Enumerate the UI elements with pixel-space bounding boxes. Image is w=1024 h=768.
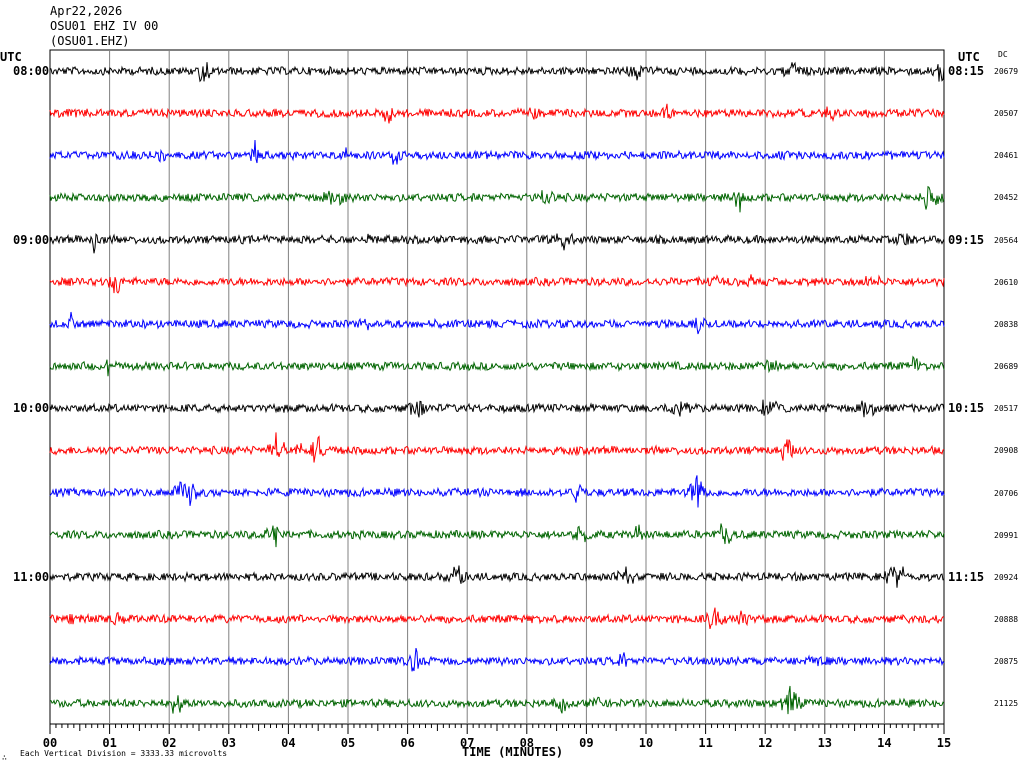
trace-14 [49,607,945,630]
footer-mark: ∴ [2,753,7,762]
trace-16 [49,685,945,715]
trace-11 [49,475,945,508]
left-utc-title: UTC [0,50,22,64]
dc-value: 20991 [994,530,1019,540]
x-tick-label: 00 [43,736,57,750]
x-axis-title: TIME (MINUTES) [462,745,564,759]
vertical-division-note: Each Vertical Division = 3333.33 microvo… [20,749,228,758]
x-tick-label: 09 [579,736,593,750]
left-time-label: 10:00 [13,401,50,416]
left-time-label: 11:00 [13,569,50,584]
dc-value: 20888 [994,614,1019,624]
plot-date: Apr22,2026 [50,4,123,18]
left-time-label: 09:00 [13,232,50,247]
trace-13 [49,565,945,588]
x-tick-label: 08 [520,736,534,750]
dc-value: 20908 [994,446,1019,456]
trace-15 [49,647,945,672]
x-tick-label: 04 [281,736,295,750]
x-tick-label: 06 [400,736,414,750]
x-tick-label: 15 [937,736,951,750]
dc-value: 21125 [994,699,1019,709]
trace-2 [49,103,945,124]
x-tick-label: 03 [222,736,236,750]
trace-12 [49,523,945,548]
x-axis: 00 01 02 03 04 05 06 07 08 09 10 11 12 13 14 15 [43,724,951,750]
right-time-label: 08:15 [948,64,985,78]
trace-3 [49,139,945,165]
x-tick-label: 05 [341,736,355,750]
plot-frame [49,49,945,725]
dc-value: 20679 [994,67,1019,76]
trace-layer [49,61,945,715]
x-tick-label: 10 [639,736,653,750]
dc-value: 20689 [994,362,1019,372]
right-time-label: 09:15 [948,232,985,247]
dc-title: DC [998,50,1008,59]
dc-value: 20517 [994,404,1019,414]
trace-5 [49,232,945,254]
dc-value: 20706 [994,488,1019,498]
channel-line: (OSU01.EHZ) [50,34,130,48]
dc-value: 20838 [994,319,1019,329]
trace-4 [49,185,945,213]
right-time-label: 10:15 [948,401,985,416]
trace-10 [49,432,945,463]
x-tick-label: 11 [698,736,712,750]
x-tick-label: 13 [818,736,832,750]
dc-value: 20452 [994,193,1019,203]
trace-7 [49,311,945,335]
x-tick-label: 07 [460,736,474,750]
dc-value: 20461 [994,151,1019,161]
trace-1 [49,61,945,83]
right-utc-title: UTC [958,50,980,64]
dc-value: 20610 [994,277,1019,287]
dc-value: 20875 [994,657,1019,667]
dc-value: 20564 [994,235,1019,245]
grid-layer [49,49,945,725]
dc-value: 20507 [994,109,1019,119]
trace-8 [49,355,945,377]
x-tick-label: 14 [877,736,891,750]
dc-value: 20924 [994,572,1019,582]
x-tick-label: 02 [162,736,176,750]
trace-6 [49,274,945,294]
x-tick-label: 01 [102,736,116,750]
trace-9 [49,399,945,418]
right-time-label: 11:15 [948,569,985,584]
station-line: OSU01 EHZ IV 00 [50,19,159,33]
left-time-label: 08:00 [13,64,50,78]
x-tick-label: 12 [758,736,772,750]
